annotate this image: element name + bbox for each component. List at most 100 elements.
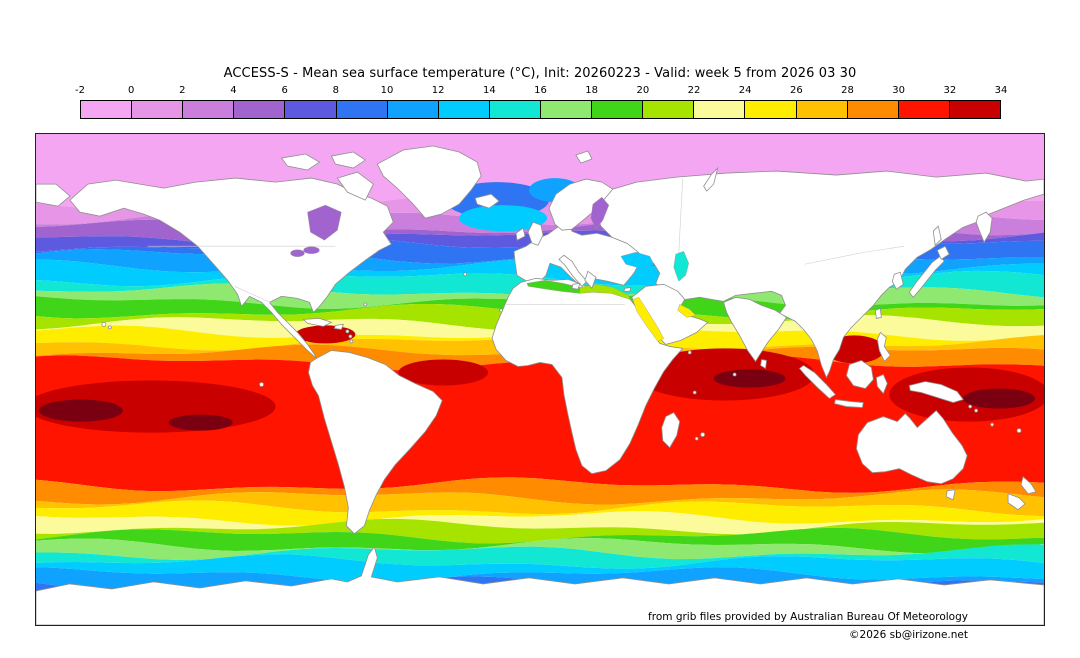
korea <box>891 271 904 290</box>
hispaniola <box>333 323 345 330</box>
ireland <box>515 227 526 241</box>
new-guinea <box>908 381 964 403</box>
colorbar-tick-label: 32 <box>943 85 957 96</box>
sst-band <box>36 325 1044 351</box>
island-antilles-2 <box>348 334 353 339</box>
java <box>833 399 864 408</box>
sst-band <box>36 527 1044 554</box>
island-antilles-1 <box>345 329 350 334</box>
colorbar-tick-label: 12 <box>431 85 445 96</box>
colorbar-tick-label: 20 <box>636 85 650 96</box>
sst-band <box>36 500 1044 526</box>
great-lakes-east <box>303 246 320 254</box>
hot-core-west-pacific <box>963 388 1036 409</box>
kamchatka <box>975 211 993 244</box>
sst-band <box>36 518 1044 544</box>
greece <box>584 270 597 290</box>
island-hawaii <box>101 321 107 327</box>
island-reunion <box>694 436 699 441</box>
colorbar-tick-label: 34 <box>994 85 1008 96</box>
island-azores <box>463 272 468 277</box>
island-galapagos <box>259 382 264 387</box>
island-hawaii-2 <box>107 325 112 330</box>
data-source-text: from grib files provided by Australian B… <box>648 611 968 623</box>
borneo <box>845 360 874 389</box>
cuba <box>302 317 333 327</box>
colorbar-tick-label: 6 <box>281 85 288 96</box>
colorbar-segment <box>132 101 184 118</box>
colorbar-segment <box>898 101 950 118</box>
sst-band <box>36 315 1044 341</box>
island-maldives <box>732 372 737 377</box>
colorbar-tick-label: 16 <box>534 85 547 96</box>
italy <box>558 254 588 287</box>
island-solomon <box>968 404 973 409</box>
hudson-bay <box>307 204 342 241</box>
novaya-zemlya <box>703 166 719 192</box>
sakhalin <box>932 225 942 247</box>
continent-antarctica <box>36 545 1044 625</box>
border-china-russia <box>804 245 905 265</box>
border-ural <box>678 178 684 255</box>
island-vanuatu <box>990 422 994 427</box>
colorbar-segment <box>949 101 1000 118</box>
colorbar-segment <box>643 101 695 118</box>
inland-seas <box>290 196 697 342</box>
baffin-island <box>336 171 374 201</box>
new-zealand-north <box>1020 475 1037 495</box>
colorbar-segment <box>592 101 644 118</box>
sri-lanka <box>760 358 767 370</box>
island-fiji <box>1016 428 1022 434</box>
land <box>36 145 1044 625</box>
sst-world-map <box>35 133 1045 626</box>
colorbar-segment <box>540 101 593 118</box>
sst-band <box>36 554 1044 583</box>
svalbard <box>575 150 593 164</box>
colorbar-segments <box>80 100 1001 119</box>
sulawesi <box>875 373 888 395</box>
persian-gulf <box>677 304 697 318</box>
sst-features <box>36 178 1044 433</box>
colorbar-tick-label: 30 <box>892 85 906 96</box>
great-britain <box>527 221 544 246</box>
tasmania <box>945 489 956 501</box>
hot-core-indian-ocean <box>713 369 786 388</box>
colorbar-tick-label: 0 <box>127 85 135 96</box>
sst-band <box>36 489 1044 517</box>
colorbar-segment <box>796 101 848 118</box>
sumatra <box>798 364 837 400</box>
colorbar-segment <box>745 101 797 118</box>
continent-chukotka <box>36 183 71 207</box>
baltic-sea <box>590 196 610 230</box>
colorbar-tick-label: 28 <box>841 85 854 96</box>
warm-pool-equatorial-atlantic <box>398 359 489 386</box>
colorbar-tick-label: -2 <box>75 85 85 96</box>
japan-hokkaido <box>936 245 950 260</box>
colorbar-segment <box>438 101 490 118</box>
japan-honshu <box>908 255 945 298</box>
colorbar-segment <box>387 101 439 118</box>
colorbar-tick-label: 24 <box>738 85 752 96</box>
colorbar-segment <box>81 101 133 118</box>
island-antilles-3 <box>349 339 354 344</box>
new-zealand-south <box>1007 493 1026 511</box>
colorbar-segment <box>489 101 541 118</box>
sicily <box>571 282 581 290</box>
warm-pool-caribbean <box>295 325 356 344</box>
warm-push-north-atlantic-sky <box>459 205 547 232</box>
island-socotra <box>687 350 692 355</box>
colorbar-tick-label: 26 <box>789 85 803 96</box>
border-us-mexico <box>234 286 275 305</box>
iceland <box>474 193 500 209</box>
colorbar-ticks: -2 0 2 4 6 8 10 12 14 16 18 20 22 24 26 28 30 32 34 <box>75 85 1007 98</box>
colorbar-tick-label: 8 <box>332 85 340 96</box>
island-mauritius <box>700 432 706 438</box>
cyprus <box>623 286 632 292</box>
sst-band <box>36 544 1044 569</box>
island-bermuda <box>363 302 368 307</box>
overlay-land <box>558 254 632 292</box>
caspian-sea <box>673 250 689 282</box>
colorbar-segment <box>285 101 337 118</box>
india <box>723 296 788 363</box>
island-seychelles <box>692 390 697 395</box>
